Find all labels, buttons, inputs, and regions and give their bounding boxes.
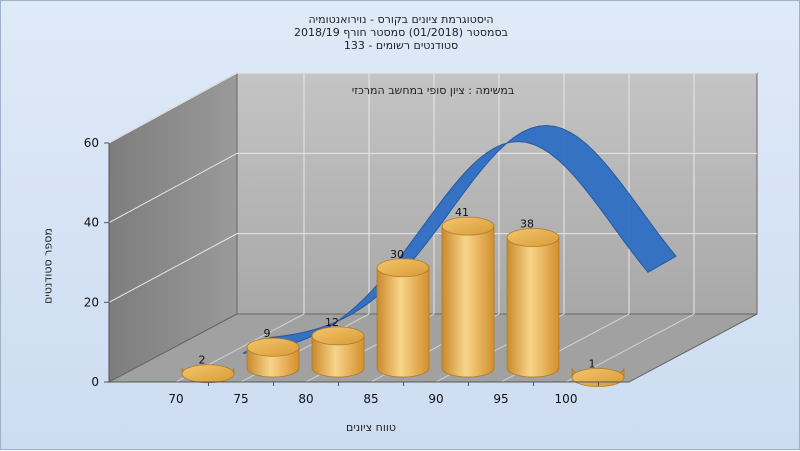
grid-line-h xyxy=(108,72,757,144)
chart-subtitle-registered: סטודנטים רשומים - 133 xyxy=(343,39,459,52)
x-tick-label: 90 xyxy=(428,392,443,406)
bar-top xyxy=(506,228,560,247)
bar xyxy=(181,364,235,384)
x-tick-label: 100 xyxy=(555,392,578,406)
y-axis-title: מספר סטודנטים xyxy=(41,228,55,304)
data-label: 12 xyxy=(325,316,339,329)
bar xyxy=(311,326,365,378)
x-tick-label: 70 xyxy=(168,392,183,406)
grid-line-h xyxy=(108,233,757,303)
bar-body xyxy=(311,335,365,378)
bar xyxy=(506,228,560,378)
chart-title: היסטוגרמת ציונים בקורס - נוירואנטומיה xyxy=(308,13,494,26)
y-tick-label: 0 xyxy=(91,375,99,389)
y-tick-label: 60 xyxy=(84,136,99,150)
bar-top xyxy=(376,258,430,278)
y-tick-label: 40 xyxy=(84,216,99,230)
bar xyxy=(246,337,300,378)
chart-subtitle-semester: בסמסטר (01/2018) סמסטר חורף 2018/19 xyxy=(294,26,508,39)
x-tick-label: 95 xyxy=(493,392,508,406)
y-tick-label: 20 xyxy=(84,295,99,309)
x-tick-label: 85 xyxy=(363,392,378,406)
bar-top xyxy=(311,326,365,346)
bar-body xyxy=(441,225,495,378)
x-tick-label: 75 xyxy=(233,392,248,406)
back-wall xyxy=(236,72,758,315)
x-axis-title: טווח ציונים xyxy=(346,421,396,434)
x-tick-label: 80 xyxy=(298,392,313,406)
bar xyxy=(376,258,430,378)
bar-top xyxy=(246,337,300,357)
bar xyxy=(441,216,495,378)
data-label: 9 xyxy=(264,327,271,340)
data-label: 41 xyxy=(455,206,469,219)
bar-top xyxy=(441,216,495,236)
data-label: 38 xyxy=(520,218,534,231)
chart-annotation: במשימה : ציון סופי במחשב המרכזי xyxy=(351,84,515,97)
bar-top xyxy=(181,364,235,384)
data-label: 2 xyxy=(199,354,206,367)
bar-body xyxy=(376,267,430,378)
data-label: 1 xyxy=(589,358,596,371)
bar-body xyxy=(506,237,560,378)
data-label: 30 xyxy=(390,248,404,261)
